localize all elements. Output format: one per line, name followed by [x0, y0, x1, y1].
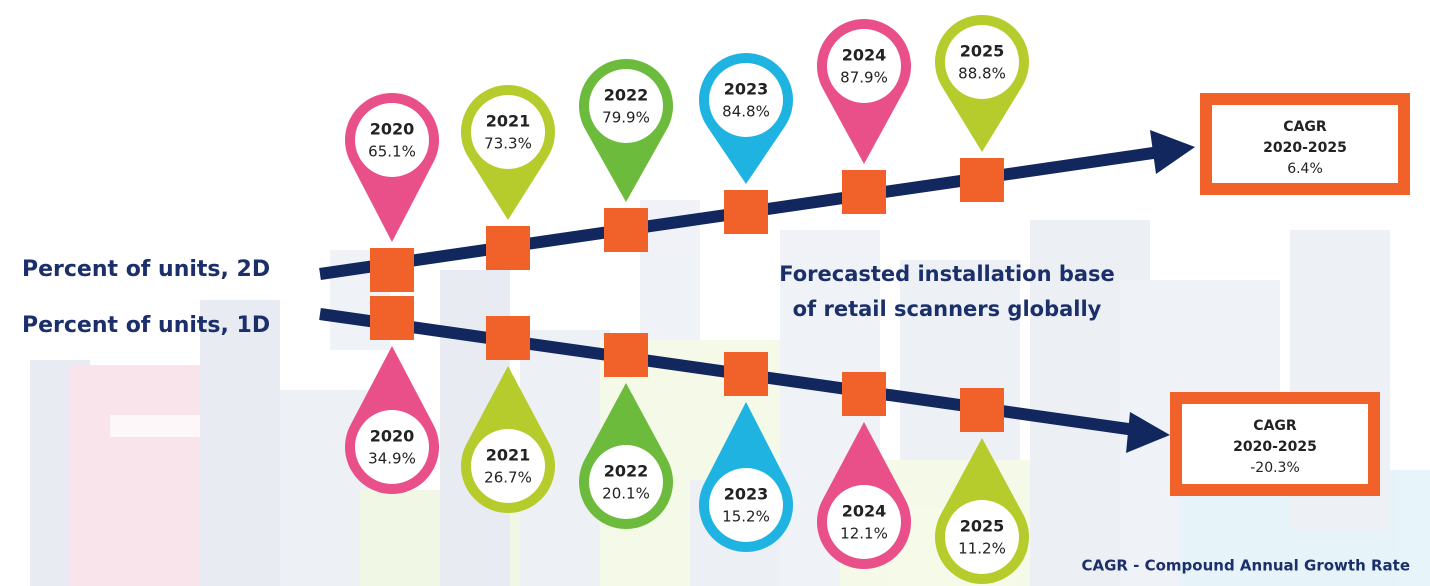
marker-square	[842, 170, 886, 214]
pin: 2025 88.8%	[935, 15, 1029, 152]
marker-square	[842, 372, 886, 416]
pin-face	[355, 103, 429, 177]
cagr-label: CAGR	[1283, 119, 1327, 135]
pin: 2020 34.9%	[345, 346, 439, 494]
marker-square	[486, 226, 530, 270]
pin-value: 20.1%	[602, 485, 650, 503]
marker-square	[724, 190, 768, 234]
pin-value: 15.2%	[722, 508, 770, 526]
pin-year: 2023	[724, 485, 769, 504]
pin-value: 73.3%	[484, 135, 532, 153]
pin-value: 26.7%	[484, 469, 532, 487]
marker-square	[604, 208, 648, 252]
pin-year: 2022	[604, 462, 649, 481]
pin: 2021 73.3%	[461, 85, 555, 220]
title: of retail scanners globally	[793, 297, 1102, 321]
pin-face	[471, 429, 545, 503]
pin-value: 87.9%	[840, 69, 888, 87]
pin-year: 2021	[486, 446, 531, 465]
cagr-period: 2020-2025	[1263, 140, 1347, 156]
pin-year: 2023	[724, 80, 769, 99]
pin-face	[589, 445, 663, 519]
pin-year: 2022	[604, 86, 649, 105]
pin-face	[589, 69, 663, 143]
pin: 2020 65.1%	[345, 93, 439, 242]
infographic: Percent of units, 2D Percent of units, 1…	[0, 0, 1430, 586]
marker-square	[604, 333, 648, 377]
title: Forecasted installation base	[779, 262, 1115, 286]
cagr-box: CAGR 2020-2025 -20.3%	[1176, 398, 1374, 490]
pin-face	[827, 29, 901, 103]
cagr-value: 6.4%	[1287, 161, 1323, 177]
pin-face	[945, 25, 1019, 99]
pin-value: 79.9%	[602, 109, 650, 127]
marker-square	[960, 158, 1004, 202]
cagr-period: 2020-2025	[1233, 439, 1317, 455]
marker-square	[486, 316, 530, 360]
pin-year: 2025	[960, 517, 1005, 536]
pin-value: 88.8%	[958, 65, 1006, 83]
cagr-box: CAGR 2020-2025 6.4%	[1206, 99, 1404, 189]
pin: 2023 84.8%	[699, 53, 793, 184]
footnote: CAGR - Compound Annual Growth Rate	[1081, 557, 1410, 575]
marker-square	[370, 248, 414, 292]
pin-face	[827, 485, 901, 559]
pin-year: 2024	[842, 502, 887, 521]
pin-face	[355, 410, 429, 484]
pin-year: 2024	[842, 46, 887, 65]
marker-square	[370, 296, 414, 340]
pin: 2022 79.9%	[579, 59, 673, 202]
pin-face	[709, 468, 783, 542]
pin-year: 2020	[370, 427, 415, 446]
pin-face	[471, 95, 545, 169]
line-label: Percent of units, 1D	[22, 313, 270, 338]
pin-year: 2020	[370, 120, 415, 139]
pin: 2024 87.9%	[817, 19, 911, 164]
pin-face	[709, 63, 783, 137]
pin-value: 11.2%	[958, 540, 1006, 558]
marker-square	[724, 352, 768, 396]
marker-square	[960, 388, 1004, 432]
line-label: Percent of units, 2D	[22, 257, 270, 282]
pin-value: 65.1%	[368, 143, 416, 161]
pin-year: 2025	[960, 42, 1005, 61]
pin-year: 2021	[486, 112, 531, 131]
pin-face	[945, 500, 1019, 574]
cagr-value: -20.3%	[1250, 460, 1300, 476]
cagr-label: CAGR	[1253, 418, 1297, 434]
pin-value: 84.8%	[722, 103, 770, 121]
pin-value: 34.9%	[368, 450, 416, 468]
pin-value: 12.1%	[840, 525, 888, 543]
